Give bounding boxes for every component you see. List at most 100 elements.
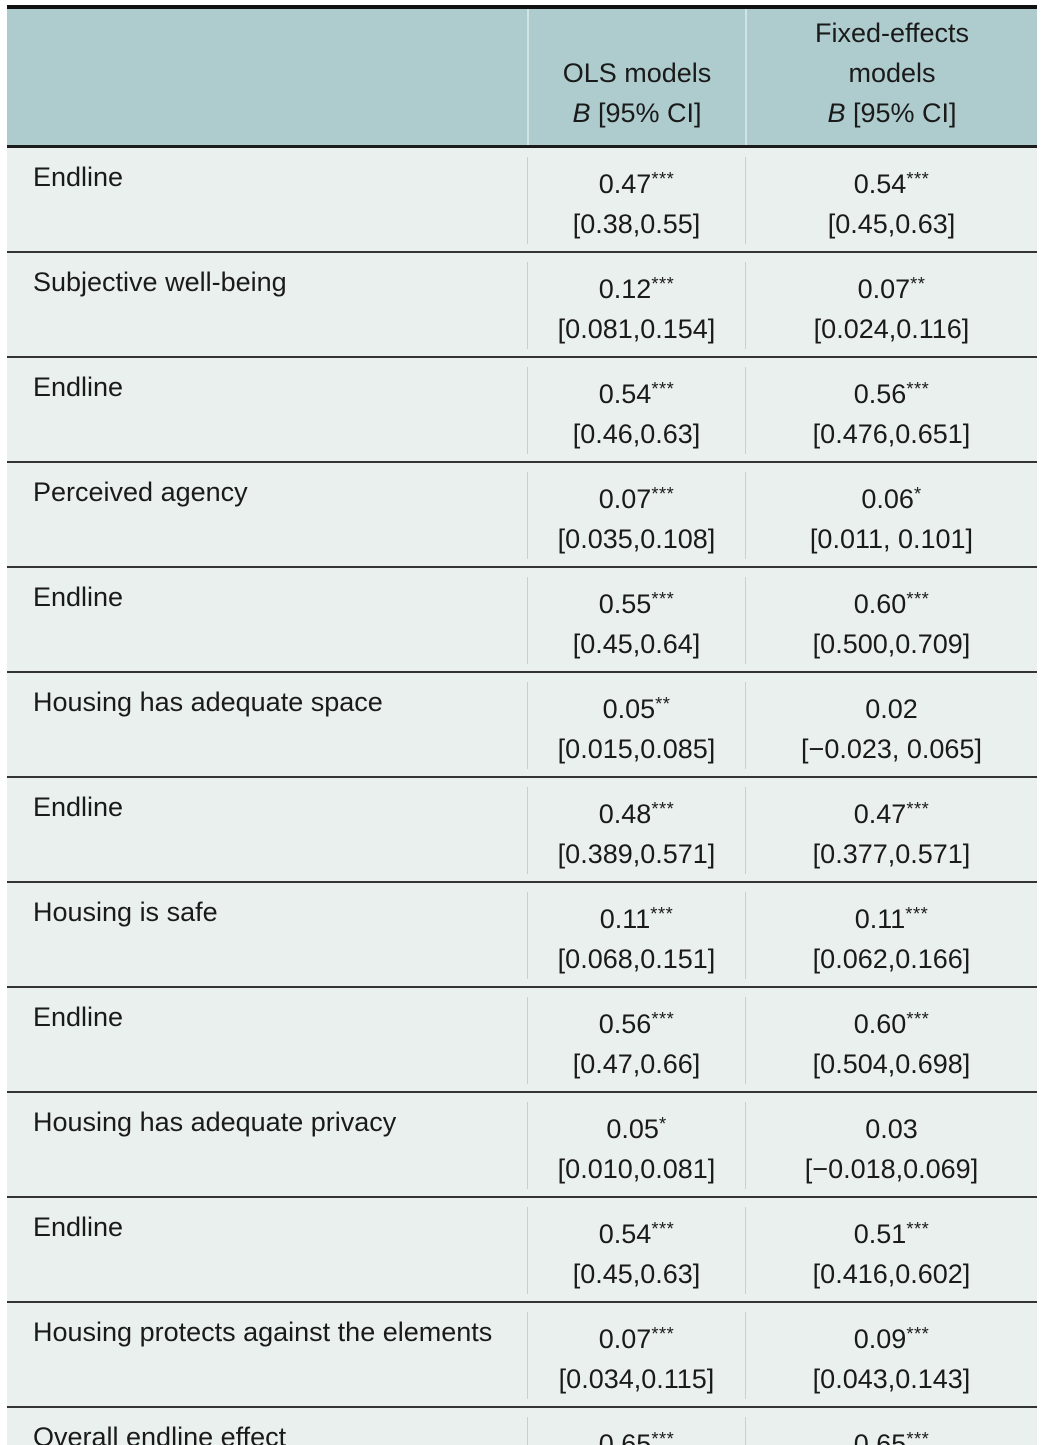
fe-confidence-interval: [0.043,0.143] bbox=[812, 1364, 971, 1394]
fe-estimate-value: 0.54 bbox=[853, 169, 907, 199]
row-label: Endline bbox=[33, 1002, 124, 1032]
fe-estimate-line: 0.51*** bbox=[746, 1207, 1037, 1254]
fe-estimate-value: 0.60 bbox=[853, 1009, 907, 1039]
row-label: Endline bbox=[33, 162, 124, 192]
fe-estimate-value: 0.60 bbox=[853, 589, 907, 619]
fe-estimate-cell: 0.51*** [0.416,0.602] bbox=[745, 1207, 1037, 1294]
table-row: Endline 0.55*** [0.45,0.64] 0.60*** [0.5… bbox=[7, 566, 1037, 671]
ols-estimate-value: 0.05 bbox=[606, 1114, 659, 1144]
row-label: Subjective well-being bbox=[33, 267, 287, 297]
table-row: Endline 0.54*** [0.46,0.63] 0.56*** [0.4… bbox=[7, 356, 1037, 461]
header-ols-column: OLS models B [95% CI] bbox=[527, 9, 745, 145]
ols-estimate-value: 0.12 bbox=[598, 274, 652, 304]
fe-estimate-line: 0.03 bbox=[746, 1102, 1037, 1149]
ols-confidence-interval: [0.45,0.63] bbox=[572, 1259, 701, 1289]
ols-significance-stars: *** bbox=[651, 588, 675, 610]
row-label-cell: Endline bbox=[7, 997, 527, 1084]
row-label: Endline bbox=[33, 582, 124, 612]
fe-estimate-value: 0.65 bbox=[853, 1429, 907, 1445]
fe-estimate-value: 0.09 bbox=[853, 1324, 907, 1354]
fe-estimate-line: 0.47*** bbox=[746, 787, 1037, 834]
fe-estimate-value: 0.07 bbox=[857, 274, 911, 304]
ols-confidence-interval: [0.015,0.085] bbox=[557, 734, 716, 764]
ols-confidence-interval: [0.47,0.66] bbox=[572, 1049, 701, 1079]
fe-significance-stars: *** bbox=[906, 378, 930, 400]
ols-estimate-line: 0.05* bbox=[528, 1102, 745, 1149]
table-body: Endline 0.47*** [0.38,0.55] 0.54*** [0.4… bbox=[7, 148, 1037, 1445]
fe-estimate-cell: 0.65*** [0.588,0.703] bbox=[745, 1417, 1037, 1445]
fe-estimate-cell: 0.03 [−0.018,0.069] bbox=[745, 1102, 1037, 1189]
fe-confidence-interval: [0.45,0.63] bbox=[827, 209, 956, 239]
fe-estimate-line: 0.54*** bbox=[746, 157, 1037, 204]
ols-confidence-interval: [0.46,0.63] bbox=[572, 419, 701, 449]
ols-significance-stars: *** bbox=[651, 378, 675, 400]
table-row: Endline 0.54*** [0.45,0.63] 0.51*** [0.4… bbox=[7, 1196, 1037, 1301]
ols-estimate-value: 0.05 bbox=[602, 694, 656, 724]
fe-estimate-cell: 0.09*** [0.043,0.143] bbox=[745, 1312, 1037, 1399]
ols-estimate-value: 0.54 bbox=[598, 379, 652, 409]
fe-confidence-interval: [0.476,0.651] bbox=[812, 419, 971, 449]
ols-estimate-line: 0.11*** bbox=[528, 892, 745, 939]
ols-b-symbol: B bbox=[572, 98, 591, 128]
fe-estimate-value: 0.03 bbox=[865, 1114, 918, 1144]
ols-estimate-line: 0.54*** bbox=[528, 367, 745, 414]
fixed-effects-models-header: Fixed-effects models bbox=[814, 18, 970, 88]
row-label: Endline bbox=[33, 372, 124, 402]
fe-significance-stars: *** bbox=[906, 1323, 930, 1345]
ols-estimate-cell: 0.11*** [0.068,0.151] bbox=[527, 892, 745, 979]
row-label: Perceived agency bbox=[33, 477, 248, 507]
ols-estimate-cell: 0.07*** [0.034,0.115] bbox=[527, 1312, 745, 1399]
table-row: Perceived agency 0.07*** [0.035,0.108] 0… bbox=[7, 461, 1037, 566]
fe-significance-stars: * bbox=[913, 483, 922, 505]
ols-significance-stars: *** bbox=[651, 1008, 675, 1030]
table-row: Housing is safe 0.11*** [0.068,0.151] 0.… bbox=[7, 881, 1037, 986]
ols-estimate-cell: 0.56*** [0.47,0.66] bbox=[527, 997, 745, 1084]
ols-estimate-value: 0.47 bbox=[598, 169, 652, 199]
fe-estimate-line: 0.07** bbox=[746, 262, 1037, 309]
table-row: Endline 0.56*** [0.47,0.66] 0.60*** [0.5… bbox=[7, 986, 1037, 1091]
row-label-cell: Endline bbox=[7, 787, 527, 874]
ols-estimate-cell: 0.47*** [0.38,0.55] bbox=[527, 157, 745, 244]
ols-confidence-interval: [0.010,0.081] bbox=[557, 1154, 716, 1184]
ols-confidence-interval: [0.034,0.115] bbox=[558, 1364, 715, 1394]
row-label-cell: Overall endline effect bbox=[7, 1417, 527, 1445]
fe-estimate-value: 0.47 bbox=[853, 799, 907, 829]
ols-confidence-interval: [0.081,0.154] bbox=[557, 314, 716, 344]
table-row: Overall endline effect 0.65*** [0.579,0.… bbox=[7, 1406, 1037, 1445]
ols-estimate-line: 0.12*** bbox=[528, 262, 745, 309]
ols-estimate-line: 0.48*** bbox=[528, 787, 745, 834]
fe-estimate-value: 0.06 bbox=[861, 484, 914, 514]
fe-estimate-cell: 0.56*** [0.476,0.651] bbox=[745, 367, 1037, 454]
ols-estimate-line: 0.07*** bbox=[528, 1312, 745, 1359]
fe-b-symbol: B bbox=[827, 98, 846, 128]
fe-confidence-interval: [0.024,0.116] bbox=[813, 314, 970, 344]
fe-estimate-cell: 0.47*** [0.377,0.571] bbox=[745, 787, 1037, 874]
row-label-cell: Housing protects against the elements bbox=[7, 1312, 527, 1399]
fe-significance-stars: *** bbox=[906, 588, 930, 610]
ols-estimate-cell: 0.54*** [0.46,0.63] bbox=[527, 367, 745, 454]
table-header-row: OLS models B [95% CI] Fixed-effects model… bbox=[7, 9, 1037, 148]
header-fixed-effects-column: Fixed-effects models B [95% CI] bbox=[745, 9, 1037, 145]
table-row: Housing has adequate privacy 0.05* [0.01… bbox=[7, 1091, 1037, 1196]
ols-estimate-line: 0.55*** bbox=[528, 577, 745, 624]
ols-estimate-value: 0.55 bbox=[598, 589, 652, 619]
ols-estimate-cell: 0.05** [0.015,0.085] bbox=[527, 682, 745, 769]
ols-significance-stars: *** bbox=[651, 1218, 675, 1240]
table-row: Endline 0.48*** [0.389,0.571] 0.47*** [0… bbox=[7, 776, 1037, 881]
ols-estimate-value: 0.48 bbox=[598, 799, 652, 829]
fe-ci-label: [95% CI] bbox=[853, 98, 957, 128]
fe-estimate-value: 0.51 bbox=[853, 1219, 907, 1249]
fe-confidence-interval: [0.062,0.166] bbox=[812, 944, 971, 974]
ols-estimate-line: 0.47*** bbox=[528, 157, 745, 204]
fe-estimate-line: 0.60*** bbox=[746, 997, 1037, 1044]
row-label-cell: Housing has adequate privacy bbox=[7, 1102, 527, 1189]
fe-estimate-cell: 0.60*** [0.500,0.709] bbox=[745, 577, 1037, 664]
row-label: Endline bbox=[33, 1212, 124, 1242]
fe-estimate-cell: 0.07** [0.024,0.116] bbox=[745, 262, 1037, 349]
row-label: Overall endline effect bbox=[33, 1422, 287, 1445]
fe-confidence-interval: [0.011, 0.101] bbox=[809, 524, 974, 554]
row-label-cell: Housing is safe bbox=[7, 892, 527, 979]
table-row: Endline 0.47*** [0.38,0.55] 0.54*** [0.4… bbox=[7, 148, 1037, 251]
fe-significance-stars: *** bbox=[906, 798, 930, 820]
